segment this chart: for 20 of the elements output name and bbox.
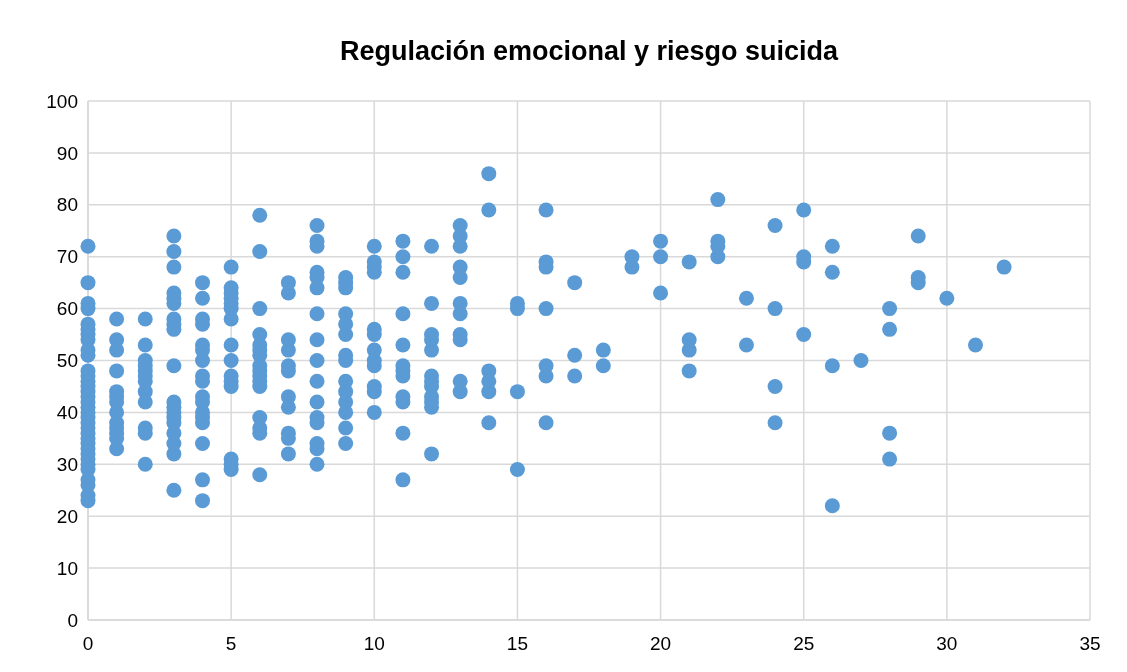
x-tick-label: 30 [936, 633, 958, 654]
y-tick-label: 100 [46, 90, 78, 112]
x-tick-label: 10 [363, 633, 385, 654]
x-tick-label: 0 [82, 633, 94, 654]
x-tick-label: 35 [1079, 633, 1101, 654]
y-tick-label: 50 [56, 350, 78, 372]
x-tick-label: 20 [650, 633, 672, 654]
y-tick-label: 20 [56, 505, 78, 527]
x-tick-label: 25 [793, 633, 815, 654]
y-tick-label: 40 [56, 402, 78, 424]
y-tick-label: 80 [56, 194, 78, 216]
y-tick-label: 30 [56, 453, 78, 475]
x-tick-label: 5 [225, 633, 237, 654]
y-tick-label: 90 [56, 142, 78, 164]
y-tick-label: 60 [56, 298, 78, 320]
x-tick-label: 15 [506, 633, 528, 654]
y-tick-label: 0 [67, 609, 78, 631]
y-tick-label: 70 [56, 246, 78, 268]
y-tick-label: 10 [56, 557, 78, 579]
chart-title: Regulación emocional y riesgo suicida [339, 36, 840, 66]
